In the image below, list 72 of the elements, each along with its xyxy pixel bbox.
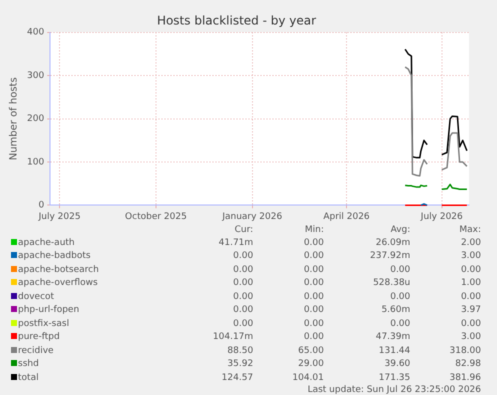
legend-label: php-url-fopen	[18, 305, 80, 315]
y-tick-label: 100	[26, 157, 44, 168]
text: 104.01	[291, 372, 325, 384]
x-tick-label: January 2026	[221, 212, 282, 222]
text: 82.98	[454, 358, 482, 371]
text: 0.00	[389, 290, 412, 304]
text: 0.00	[302, 331, 325, 344]
text: 0.00	[232, 277, 254, 290]
legend-label: dovecot	[18, 292, 54, 302]
legend-label: pure-ftpd	[18, 332, 60, 342]
legend-label: apache-overflows	[18, 278, 98, 288]
text: 3.97	[460, 304, 482, 317]
text: 35.92	[226, 358, 254, 371]
text: 0.00	[302, 290, 325, 304]
text: Max:	[458, 225, 482, 236]
text: 0.00	[460, 290, 482, 304]
text: 124.57	[220, 372, 254, 384]
text: 0.00	[389, 318, 412, 330]
text: 0.00	[232, 304, 254, 317]
text: 0.00	[460, 318, 482, 330]
text: 131.44	[378, 344, 412, 358]
text: 65.00	[297, 344, 325, 358]
x-tick-label: July 2026	[420, 212, 464, 222]
text: Cur:	[234, 225, 254, 236]
text: 47.39m	[374, 331, 412, 344]
text: 0.00	[302, 318, 325, 330]
text: 0.00	[460, 264, 482, 276]
text: 26.09m	[374, 236, 412, 250]
text: 171.35	[378, 372, 412, 384]
text: 381.96	[448, 372, 482, 384]
text: 1.00	[460, 277, 482, 290]
legend-label: postfix-sasl	[18, 318, 70, 328]
text: 0.00	[302, 304, 325, 317]
text: 0.00	[232, 290, 254, 304]
x-tick-label: October 2025	[125, 212, 187, 222]
legend-label: apache-badbots	[18, 251, 91, 261]
x-tick-label: July 2025	[38, 212, 81, 222]
legend-label: sshd	[18, 359, 39, 369]
text: 318.00	[448, 344, 482, 358]
legend-label: recidive	[18, 346, 54, 356]
y-tick-label: 200	[26, 114, 44, 124]
text: 0.00	[302, 277, 325, 290]
legend-label: apache-auth	[18, 238, 75, 248]
text: 3.00	[460, 250, 482, 263]
text: 0.00	[302, 250, 325, 263]
text: 88.50	[226, 344, 254, 358]
text: Avg:	[390, 225, 412, 236]
text: 41.71m	[218, 236, 254, 250]
text: 39.60	[384, 358, 412, 371]
text: 2.00	[460, 236, 482, 250]
text: 0.00	[232, 264, 254, 276]
text: 0.00	[302, 264, 325, 276]
y-tick-label: 300	[26, 70, 44, 81]
chart-title: Hosts blacklisted - by year	[156, 13, 316, 28]
text: 528.38u	[372, 277, 412, 290]
text: 29.00	[297, 358, 325, 371]
text: 0.00	[302, 236, 325, 250]
x-tick-label: April 2026	[323, 212, 370, 222]
y-axis-title: Number of hosts	[8, 77, 20, 160]
text: 237.92m	[369, 250, 412, 263]
text: Min:	[304, 225, 325, 236]
legend-label: total	[18, 372, 39, 382]
text: 0.00	[232, 250, 254, 263]
text: 5.60m	[380, 304, 412, 317]
text: 0.00	[232, 318, 254, 330]
text: 104.17m	[212, 331, 254, 344]
text: 3.00	[460, 331, 482, 344]
text: 0.00	[389, 264, 412, 276]
y-tick-label: 400	[26, 28, 44, 38]
legend-label: apache-botsearch	[18, 264, 99, 274]
y-tick-label: 0	[38, 200, 44, 211]
text: Last update: Sun Jul 26 23:25:00 2026	[306, 385, 482, 395]
